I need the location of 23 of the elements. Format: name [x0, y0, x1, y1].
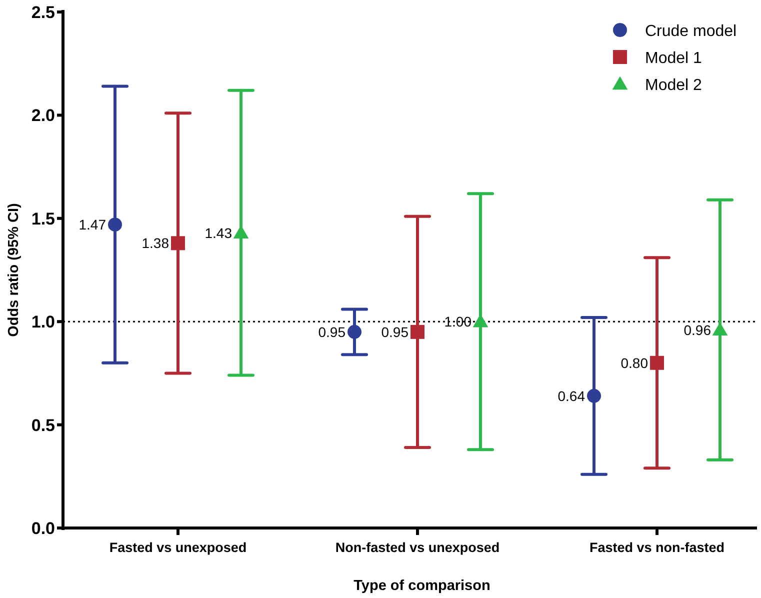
- legend-label: Crude model: [645, 23, 737, 40]
- x-tick-label: Non-fasted vs unexposed: [335, 540, 500, 555]
- data-label: 1.43: [204, 224, 232, 241]
- y-tick-label: 2.0: [31, 106, 55, 126]
- y-tick-label: 0.0: [31, 519, 55, 538]
- data-label: 1.38: [142, 235, 170, 252]
- x-axis-title: Type of comparison: [354, 578, 490, 594]
- legend-label: Model 2: [645, 77, 702, 94]
- y-tick-label: 1.0: [31, 312, 55, 332]
- x-tick-label: Fasted vs unexposed: [109, 540, 247, 555]
- y-tick-label: 1.5: [31, 209, 55, 228]
- legend-label: Model 1: [645, 50, 702, 67]
- data-label: 1.00: [444, 314, 472, 330]
- data-label: 1.47: [78, 216, 106, 233]
- x-tick-label: Fasted vs non-fasted: [589, 540, 725, 555]
- data-label: 0.96: [684, 322, 712, 338]
- y-tick-label: 0.5: [31, 416, 55, 435]
- data-label: 0.95: [381, 324, 409, 340]
- data-label: 0.80: [620, 354, 648, 371]
- y-axis-title: Odds ratio (95% CI): [6, 202, 22, 337]
- y-tick-label: 2.5: [31, 3, 55, 22]
- data-label: 0.64: [558, 388, 586, 404]
- data-label: 0.95: [318, 324, 346, 340]
